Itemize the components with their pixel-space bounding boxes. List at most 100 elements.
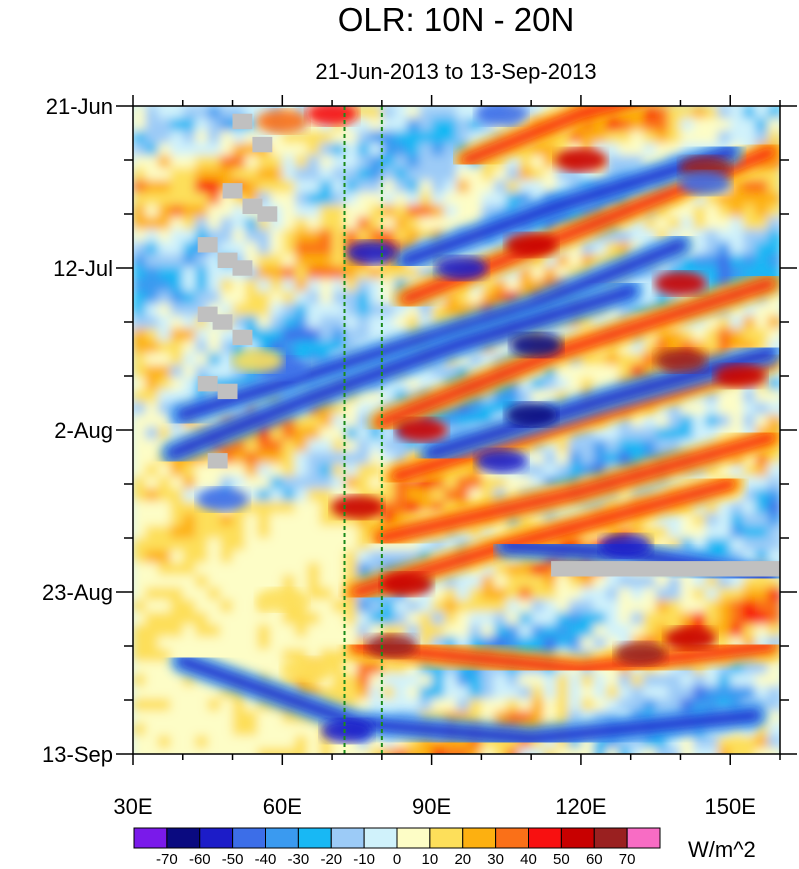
field-cell [157,303,172,317]
field-cell [431,587,445,601]
field-cell [269,426,284,441]
field-cell [518,698,533,712]
field-cell [381,106,396,120]
field-cell [133,463,147,478]
field-cell [692,328,707,342]
field-cell [357,698,371,712]
field-cell [145,723,159,737]
field-cell [357,167,371,181]
field-cell [518,278,533,293]
field-cell [493,575,508,589]
field-cell [730,612,744,626]
field-cell [630,673,645,688]
field-cell [419,204,433,218]
field-cell [357,414,371,428]
field-cell [232,538,246,552]
field-cell [182,377,197,391]
field-cell [307,217,321,231]
field-cell [468,624,483,638]
field-cell [568,130,582,144]
field-cell [643,217,657,231]
field-cell [506,167,520,181]
field-cell [245,501,259,515]
field-cell [742,525,757,539]
field-cell [468,488,483,502]
field-cell [456,673,470,688]
field-cell [282,130,296,144]
field-cell [493,402,508,416]
field-cell [730,266,744,280]
field-cell [182,463,197,478]
field-cell [232,550,246,564]
anomaly-cell [321,718,373,743]
field-cell [232,723,246,737]
field-cell [755,106,769,120]
colorbar-swatch [133,827,168,849]
field-cell [220,118,234,132]
field-cell [195,538,209,552]
field-cell [369,686,383,700]
field-cell [655,735,669,749]
field-cell [643,340,657,354]
field-cell [332,599,346,613]
field-cell [630,575,645,589]
field-cell [170,587,184,601]
field-cell [344,525,358,539]
field-cell [269,229,284,243]
field-cell [705,426,719,441]
missing-data-box [222,183,243,199]
field-cell [767,710,780,725]
field-cell [730,217,744,231]
field-cell [294,624,309,638]
field-cell [568,587,582,601]
field-cell [170,328,184,342]
anomaly-cell [345,240,398,265]
field-cell [680,328,694,342]
field-cell [381,266,396,280]
field-cell [394,180,408,194]
field-cell [444,180,458,194]
field-cell [730,538,744,552]
field-cell [145,636,159,650]
field-cell [207,217,222,231]
field-cell [269,328,284,342]
field-cell [456,587,470,601]
field-cell [332,167,346,181]
field-cell [170,747,184,754]
field-cell [269,476,284,490]
field-cell [717,328,732,342]
field-cell [294,488,309,502]
field-cell [220,229,234,243]
field-cell [170,340,184,354]
field-cell [493,389,508,404]
field-cell [593,241,607,256]
field-cell [655,525,669,539]
field-cell [133,389,147,404]
field-cell [257,624,271,638]
field-cell [705,538,719,552]
field-cell [680,118,694,132]
field-cell [730,118,744,132]
field-cell [182,488,197,502]
field-cell [444,698,458,712]
field-cell [170,476,184,490]
field-cell [145,315,159,330]
field-cell [257,167,271,181]
field-cell [282,291,296,305]
field-cell [755,402,769,416]
field-cell [282,747,296,754]
field-cell [133,155,147,169]
field-cell [170,352,184,367]
field-cell [742,130,757,144]
field-cell [369,612,383,626]
field-cell [605,686,620,700]
field-cell [269,501,284,515]
field-cell [307,525,321,539]
field-cell [531,698,545,712]
field-cell [133,501,147,515]
field-cell [357,303,371,317]
field-cell [357,562,371,576]
field-cell [506,155,520,169]
field-cell [282,463,296,478]
field-cell [481,476,495,490]
